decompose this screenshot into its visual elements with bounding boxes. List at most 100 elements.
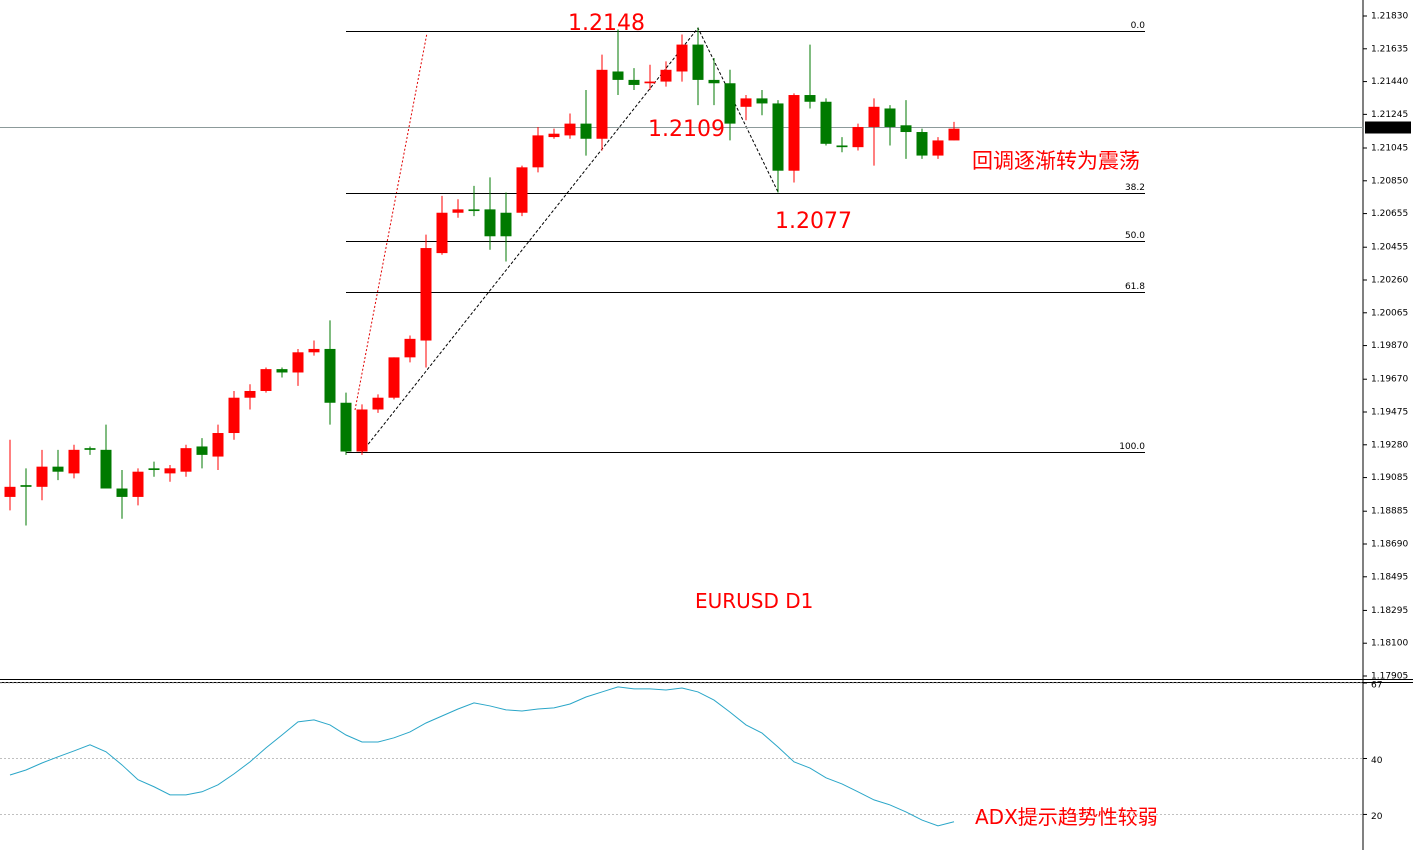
y-tick-label: 1.18495 [1371, 572, 1408, 582]
candle-body [820, 101, 832, 144]
candle-body [292, 352, 304, 373]
candle-body [500, 212, 512, 237]
candle-body [772, 103, 784, 171]
y-tick-label: 1.21635 [1371, 44, 1408, 54]
candle-body [388, 357, 400, 398]
y-tick-label: 1.20260 [1371, 276, 1408, 286]
fib-label: 61.8 [1125, 282, 1145, 292]
candle-body [324, 348, 336, 403]
candle-body [372, 397, 384, 410]
candle-body [628, 79, 640, 85]
adx-line [9, 686, 955, 827]
candle-body [468, 209, 480, 212]
candle-body [52, 466, 64, 472]
candle-body [932, 140, 944, 156]
candle-body [548, 133, 560, 138]
candle-body [916, 132, 928, 156]
candle-body [676, 44, 688, 72]
fib-label: 0.0 [1131, 21, 1146, 31]
candle-body [532, 135, 544, 168]
y-tick-label: 1.21045 [1371, 144, 1408, 154]
candle-body [100, 449, 112, 489]
last-price-label: 1.21170 [1369, 123, 1406, 133]
main-panel: 1.21830 1.21635 1.21440 1.21245 1.21045 1.208… [0, 12, 1411, 682]
candle-body [132, 471, 144, 497]
candle-body [148, 468, 160, 471]
chart-title: EURUSD D1 [695, 589, 813, 613]
candle-body [212, 433, 224, 457]
y-tick-label: 1.20455 [1371, 243, 1408, 253]
y-tick-label: 1.19670 [1371, 375, 1408, 385]
annotation: 回调逐渐转为震荡 [972, 149, 1140, 173]
y-tick-label: 1.20850 [1371, 176, 1408, 186]
candle-body [20, 485, 32, 487]
annotation: ADX提示趋势性较弱 [975, 805, 1158, 829]
y-tick-label: 1.19280 [1371, 440, 1408, 450]
candle-body [948, 128, 960, 141]
candle-body [660, 69, 672, 82]
candle-body [84, 448, 96, 450]
y-tick-label: 20 [1371, 812, 1383, 822]
y-tick-label: 67 [1371, 681, 1382, 691]
candle-body [644, 81, 656, 84]
candle-body [596, 69, 608, 139]
candle-body [276, 369, 288, 373]
candle-body [420, 248, 432, 341]
candle-body [836, 145, 848, 148]
adx-panel: 67 40 20 [0, 681, 1383, 827]
candle-body [452, 209, 464, 213]
candle-body [692, 44, 704, 80]
annotation: 1.2148 [568, 11, 645, 36]
candle-body [580, 123, 592, 139]
candle-body [36, 466, 48, 487]
y-tick-label: 1.20065 [1371, 308, 1408, 318]
fib-label: 38.2 [1125, 183, 1145, 193]
y-tick-label: 1.18885 [1371, 507, 1408, 517]
fib-label: 50.0 [1125, 231, 1145, 241]
candle-body [244, 390, 256, 398]
candle-body [116, 488, 128, 497]
candle-body [740, 98, 752, 107]
candle-body [180, 448, 192, 472]
candle-body [260, 369, 272, 391]
candle-body [724, 83, 736, 124]
y-tick-label: 1.19870 [1371, 341, 1408, 351]
candle-body [708, 79, 720, 84]
y-tick-label: 1.18100 [1371, 639, 1408, 649]
y-tick-label: 40 [1371, 756, 1383, 766]
y-tick-label: 1.21440 [1371, 77, 1408, 87]
candle-body [852, 126, 864, 148]
y-tick-label: 1.21245 [1371, 110, 1408, 120]
candle-body [756, 98, 768, 104]
y-tick-label: 1.19475 [1371, 408, 1408, 418]
candle-body [228, 397, 240, 434]
annotation: 1.2109 [648, 117, 725, 142]
fib-label: 100.0 [1119, 442, 1145, 452]
candle-body [868, 106, 880, 127]
candle-body [340, 402, 352, 452]
candle-body [612, 71, 624, 80]
candle-body [164, 468, 176, 474]
candle-body [404, 338, 416, 358]
candle-body [884, 108, 896, 127]
candle-body [516, 167, 528, 213]
y-tick-label: 1.18295 [1371, 606, 1408, 616]
candle-body [804, 95, 816, 102]
y-tick-label: 1.21830 [1371, 12, 1408, 22]
candle-body [196, 446, 208, 455]
candle-body [564, 123, 576, 136]
candle-body [484, 209, 496, 237]
y-tick-label: 1.19085 [1371, 473, 1408, 483]
y-tick-label: 1.17905 [1371, 672, 1408, 682]
candle-body [356, 409, 368, 452]
candle-body [436, 212, 448, 254]
y-tick-label: 1.20655 [1371, 209, 1408, 219]
candle-body [4, 486, 16, 497]
candle-body [900, 125, 912, 133]
last-price-box [1365, 121, 1411, 134]
candle-body [308, 348, 320, 353]
y-tick-label: 1.18690 [1371, 540, 1408, 550]
annotation: 1.2077 [775, 209, 852, 234]
